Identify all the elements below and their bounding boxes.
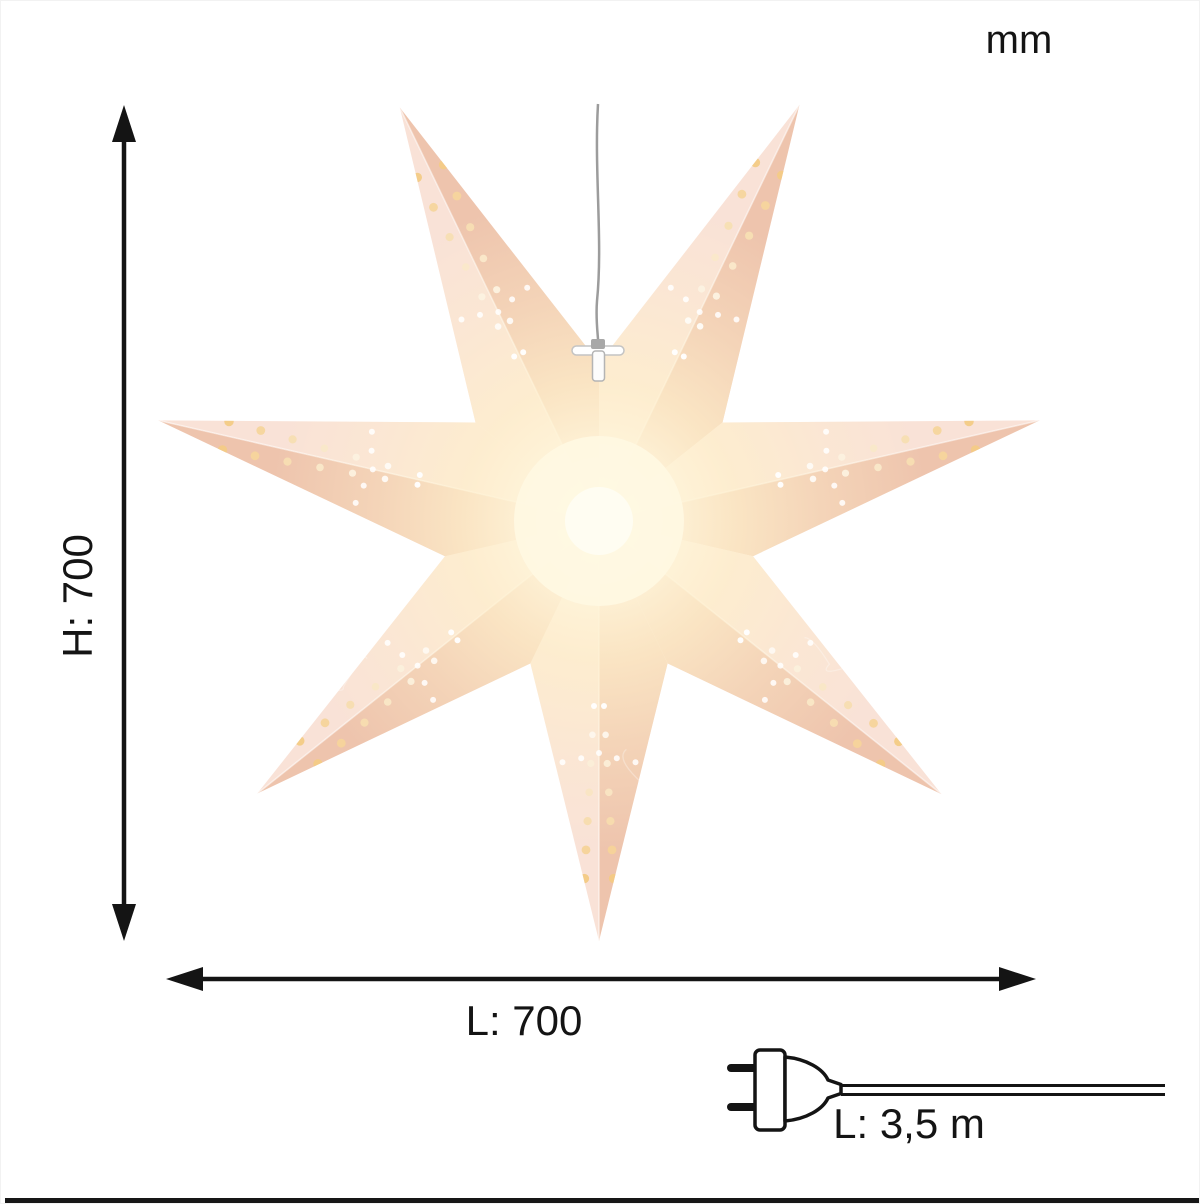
arrow-left-icon <box>166 967 203 991</box>
arrow-up-icon <box>112 105 136 142</box>
socket-clip <box>591 339 605 349</box>
plug-body <box>753 1048 787 1132</box>
dimension-arrows <box>112 105 1036 991</box>
plug-prong-top <box>727 1064 761 1072</box>
cable-length-label: L: 3,5 m <box>833 1100 985 1147</box>
height-dimension-arrow <box>112 105 136 941</box>
length-dimension-label: L: 700 <box>465 997 583 1044</box>
paper-star-lamp-illustration <box>158 104 1040 941</box>
hanging-cord <box>571 103 625 382</box>
socket-holder <box>591 350 606 382</box>
height-dimension-label: H: 700 <box>53 534 101 658</box>
power-plug-icon <box>727 1048 1165 1132</box>
cord-line <box>595 103 601 356</box>
bottom-divider <box>5 1198 1199 1203</box>
length-dimension-arrow <box>166 967 1036 991</box>
arrow-down-icon <box>112 904 136 941</box>
unit-label: mm <box>985 18 1053 62</box>
plug-prong-bottom <box>727 1103 761 1111</box>
arrow-right-icon <box>999 967 1036 991</box>
